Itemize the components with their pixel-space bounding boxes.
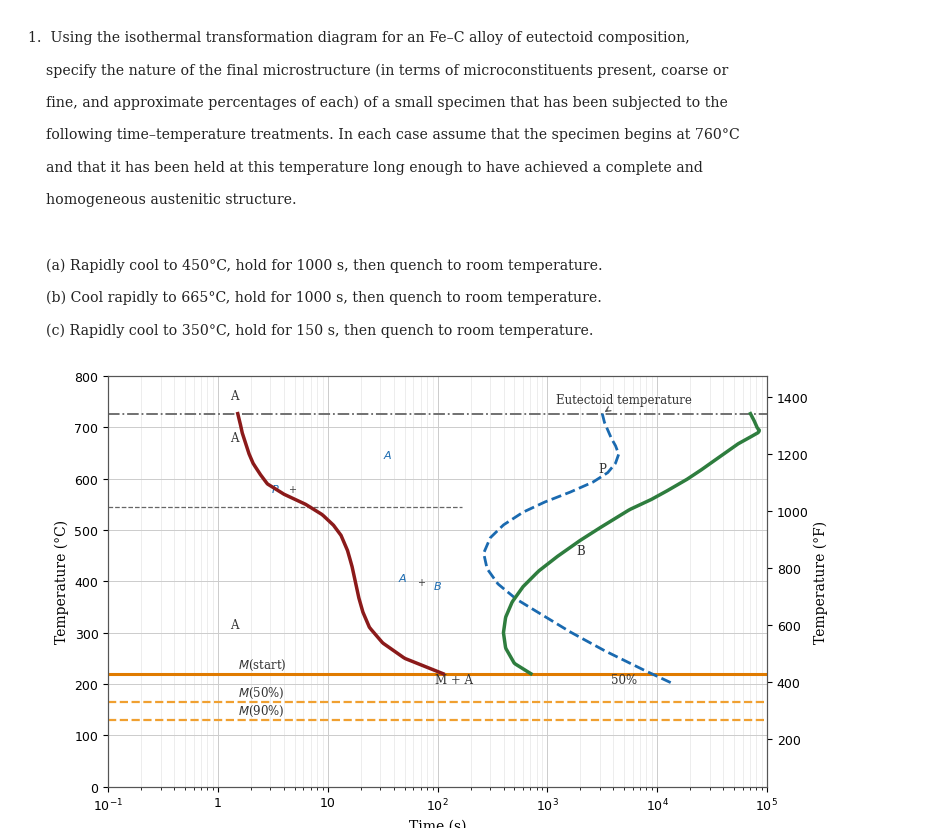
Text: $+$: $+$: [288, 484, 297, 494]
Text: A: A: [230, 619, 238, 632]
Text: fine, and approximate percentages of each) of a small specimen that has been sub: fine, and approximate percentages of eac…: [28, 95, 728, 110]
Text: 50%: 50%: [611, 673, 637, 686]
Text: 1.  Using the isothermal transformation diagram for an Fe–C alloy of eutectoid c: 1. Using the isothermal transformation d…: [28, 31, 690, 45]
Text: $M$(start): $M$(start): [238, 657, 286, 672]
X-axis label: Time (s): Time (s): [408, 818, 467, 828]
Text: following time–temperature treatments. In each case assume that the specimen beg: following time–temperature treatments. I…: [28, 128, 740, 142]
Text: $A$: $A$: [383, 449, 393, 460]
Text: Eutectoid temperature: Eutectoid temperature: [556, 393, 692, 412]
Text: P: P: [598, 463, 606, 475]
Text: $M$(50%): $M$(50%): [238, 685, 284, 700]
Text: $B$: $B$: [433, 580, 442, 591]
Text: (c) Rapidly cool to 350°C, hold for 150 s, then quench to room temperature.: (c) Rapidly cool to 350°C, hold for 150 …: [28, 323, 594, 337]
Text: (b) Cool rapidly to 665°C, hold for 1000 s, then quench to room temperature.: (b) Cool rapidly to 665°C, hold for 1000…: [28, 291, 602, 305]
Text: $A$: $A$: [398, 571, 407, 584]
Text: A: A: [230, 390, 238, 402]
Y-axis label: Temperature (°C): Temperature (°C): [55, 520, 69, 643]
Text: $P$: $P$: [271, 482, 279, 494]
Text: A: A: [230, 431, 238, 445]
Text: $M$(90%): $M$(90%): [238, 703, 284, 718]
Text: and that it has been held at this temperature long enough to have achieved a com: and that it has been held at this temper…: [28, 161, 703, 175]
Text: $+$: $+$: [417, 576, 425, 587]
Y-axis label: Temperature (°F): Temperature (°F): [814, 520, 828, 643]
Text: homogeneous austenitic structure.: homogeneous austenitic structure.: [28, 193, 296, 207]
Text: M + A: M + A: [435, 673, 473, 686]
Text: specify the nature of the final microstructure (in terms of microconstituents pr: specify the nature of the final microstr…: [28, 63, 728, 78]
Text: (a) Rapidly cool to 450°C, hold for 1000 s, then quench to room temperature.: (a) Rapidly cool to 450°C, hold for 1000…: [28, 258, 603, 272]
Text: B: B: [576, 545, 584, 557]
